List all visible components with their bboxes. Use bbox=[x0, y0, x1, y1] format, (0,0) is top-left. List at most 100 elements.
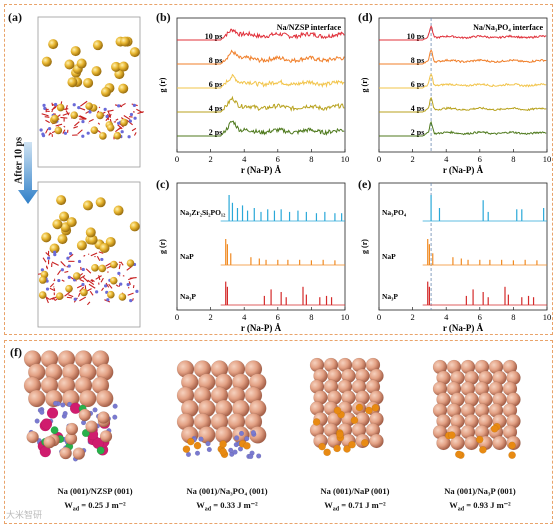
y-axis-label: g (r) bbox=[360, 239, 369, 254]
na-atom bbox=[80, 288, 88, 297]
chart-b-rdf-nzsp: 0 2 4 6 8 10 r (Na-P) Å g (r) Na/NZSP interface 1… bbox=[158, 17, 349, 175]
o-atom bbox=[72, 103, 76, 107]
top-structure-box bbox=[37, 16, 141, 168]
bond bbox=[85, 268, 92, 274]
rdf-series-line bbox=[379, 25, 547, 41]
rdf-series-line bbox=[177, 73, 345, 89]
series-label: 2 ps bbox=[209, 128, 223, 137]
x-tick-label: 6 bbox=[276, 154, 280, 164]
x-tick-label: 8 bbox=[309, 312, 313, 322]
atom bbox=[112, 403, 118, 409]
bond bbox=[53, 279, 56, 282]
x-tick-label: 10 bbox=[543, 312, 552, 322]
na-atom bbox=[95, 197, 106, 208]
o-atom bbox=[106, 298, 110, 302]
x-axis-label: r (Na-P) Å bbox=[241, 323, 282, 333]
bond bbox=[63, 125, 66, 128]
bond bbox=[127, 286, 130, 289]
atom bbox=[343, 445, 351, 453]
atom bbox=[490, 424, 499, 433]
o-atom bbox=[63, 131, 68, 135]
chart-d-rdf-na3po4: 0 2 4 6 8 10 r (Na-P) Å g (r) Na/Na₃PO₄ interfac… bbox=[360, 17, 551, 175]
series-label: Na₃PO₄ bbox=[382, 208, 407, 217]
o-atom bbox=[103, 284, 108, 288]
panel-label-c: (c) bbox=[156, 177, 170, 191]
bond bbox=[128, 277, 135, 281]
na-atom bbox=[111, 61, 122, 72]
o-atom bbox=[105, 114, 109, 119]
x-axis-label: r (Na-P) Å bbox=[443, 165, 484, 175]
na-atom bbox=[65, 284, 73, 293]
atom bbox=[228, 447, 234, 453]
x-tick-label: 0 bbox=[377, 154, 381, 164]
na-atom bbox=[49, 243, 60, 254]
bond bbox=[109, 113, 112, 118]
bond bbox=[115, 284, 119, 287]
panel-label-a: (a) bbox=[8, 10, 22, 24]
na-atom bbox=[120, 36, 131, 47]
atom bbox=[59, 446, 72, 460]
atom bbox=[475, 435, 484, 444]
o-atom bbox=[57, 278, 61, 283]
atom bbox=[39, 409, 45, 415]
bond bbox=[44, 116, 50, 118]
atom bbox=[193, 441, 202, 450]
model-na-na3p bbox=[432, 359, 521, 459]
series-label: Na₃Zr₂Si₂PO₁₂ bbox=[180, 208, 226, 217]
bond bbox=[49, 132, 52, 135]
atom bbox=[238, 430, 245, 437]
na-atom bbox=[96, 111, 104, 120]
chart-e-ref-rdf: 0 2 4 6 8 10 r (Na-P) Å g (r) Na₃PO₄ NaP Na₃P bbox=[360, 182, 552, 333]
bond bbox=[127, 292, 134, 296]
bond bbox=[86, 288, 92, 292]
bond bbox=[73, 126, 78, 129]
bond bbox=[131, 127, 137, 132]
bond bbox=[128, 281, 131, 285]
atom bbox=[455, 450, 463, 459]
atom bbox=[34, 418, 40, 424]
bond bbox=[89, 290, 94, 296]
na-atom bbox=[70, 46, 81, 57]
bond bbox=[74, 121, 80, 127]
na-atom bbox=[105, 236, 116, 247]
o-atom bbox=[41, 132, 45, 136]
x-tick-label: 4 bbox=[242, 312, 247, 322]
x-tick-label: 10 bbox=[341, 312, 350, 322]
bond bbox=[96, 256, 101, 261]
na-atom bbox=[129, 47, 140, 58]
x-tick-label: 8 bbox=[309, 154, 313, 164]
atom bbox=[243, 442, 251, 450]
bond bbox=[49, 287, 55, 291]
series-label: 6 ps bbox=[209, 80, 223, 89]
rdf-series-line bbox=[177, 120, 345, 137]
o-atom bbox=[81, 119, 85, 124]
atom bbox=[187, 437, 195, 446]
na-atom bbox=[52, 219, 63, 230]
bond bbox=[53, 298, 57, 301]
rdf-series-line bbox=[379, 120, 547, 137]
rdf-series-line bbox=[177, 95, 345, 113]
atom bbox=[65, 422, 79, 436]
plot-frame bbox=[378, 182, 548, 311]
series-label: Na₃P bbox=[180, 292, 196, 301]
atom bbox=[198, 436, 204, 442]
atom bbox=[92, 407, 98, 413]
bond bbox=[61, 279, 65, 282]
bond bbox=[79, 115, 87, 120]
bond bbox=[42, 257, 47, 263]
atom bbox=[182, 445, 191, 453]
series-label: Na₃P bbox=[382, 292, 398, 301]
na-atom bbox=[99, 132, 107, 140]
o-atom bbox=[135, 289, 139, 293]
series-label: NaP bbox=[180, 252, 194, 261]
o-atom bbox=[68, 252, 73, 256]
bond bbox=[78, 115, 86, 120]
atom bbox=[85, 420, 98, 433]
na-atom bbox=[83, 77, 94, 88]
atom bbox=[312, 418, 321, 426]
structure-name-4: Na (001)/Na₃P (001) bbox=[444, 486, 516, 496]
na-atom bbox=[56, 103, 65, 112]
bond bbox=[132, 298, 134, 301]
bond bbox=[120, 117, 124, 120]
bond bbox=[105, 282, 110, 288]
